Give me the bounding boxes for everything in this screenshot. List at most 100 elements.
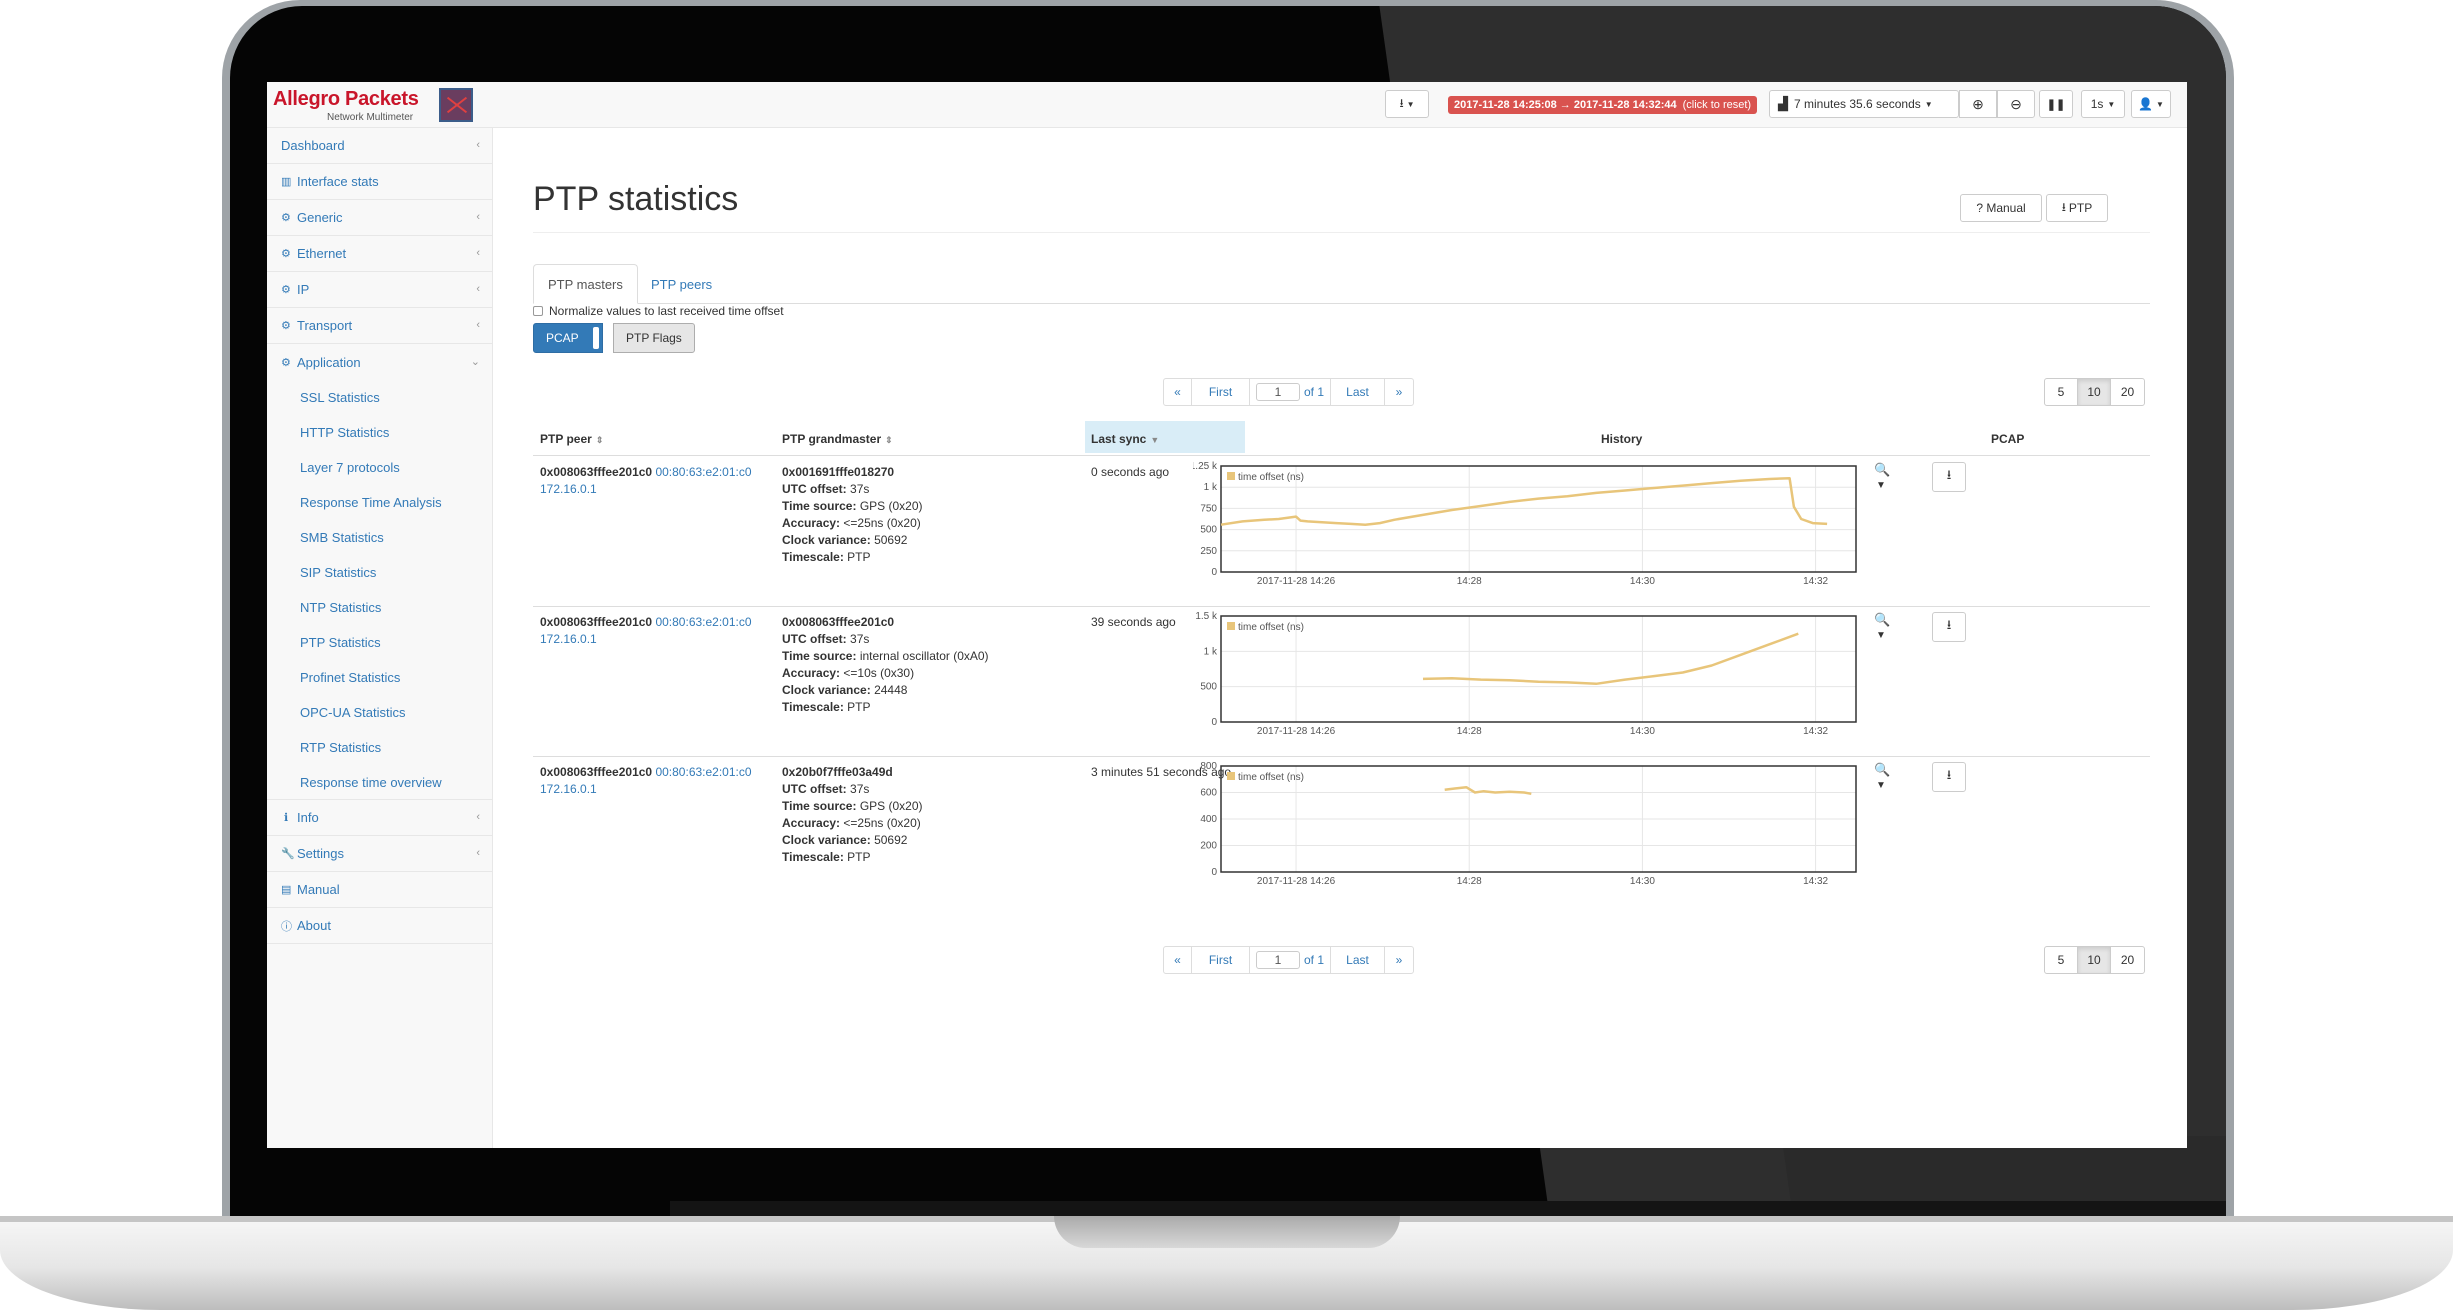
interval-dropdown[interactable]: 1s ▼ [2081, 90, 2125, 118]
sidebar-item-info[interactable]: ℹ Info ‹ [267, 800, 492, 836]
sidebar-item-manual[interactable]: ▤ Manual [267, 872, 492, 908]
ptp-download-button[interactable]: ⭳ PTP [2046, 194, 2108, 222]
peer-mac-link[interactable]: 00:80:63:e2:01:c0 [655, 465, 752, 479]
zoom-out-button[interactable]: ⊖ [1997, 90, 2035, 118]
book-icon: ▤ [281, 884, 292, 896]
manual-button[interactable]: ? Manual [1960, 194, 2042, 222]
utc-offset-label: UTC offset: [782, 782, 847, 796]
tab-ptp-masters[interactable]: PTP masters [533, 264, 638, 304]
sidebar-item-application[interactable]: ⚙ Application ⌄ [267, 344, 492, 380]
peer-ip-link[interactable]: 172.16.0.1 [540, 632, 597, 646]
sidebar-subitem-ssl-statistics[interactable]: SSL Statistics [300, 390, 380, 405]
sidebar-subitem-sip-statistics[interactable]: SIP Statistics [300, 565, 377, 580]
sidebar-subitem-ntp-statistics[interactable]: NTP Statistics [300, 600, 382, 615]
pager-first[interactable]: First [1192, 947, 1250, 973]
utc-offset-value: 37s [850, 782, 870, 796]
caret-down-icon: ▼ [2107, 99, 2116, 109]
peer-ip-link[interactable]: 172.16.0.1 [540, 782, 597, 796]
page-size-10[interactable]: 10 [2078, 379, 2111, 405]
accuracy-value: <=25ns (0x20) [843, 816, 921, 830]
caret-down-icon[interactable]: ▼ [1876, 480, 1886, 491]
ptp-flags-toggle[interactable]: PTP Flags [613, 323, 695, 353]
sidebar-item-settings[interactable]: 🔧 Settings ‹ [267, 836, 492, 872]
zoom-in-button[interactable]: ⊕ [1959, 90, 1997, 118]
area-chart-icon: ▟ [1778, 96, 1788, 111]
sidebar-subitem-response-time-analysis[interactable]: Response Time Analysis [300, 495, 442, 510]
pager-page-input[interactable]: 1 [1256, 383, 1300, 401]
download-menu-button[interactable]: ⭳ ▼ [1385, 90, 1429, 118]
header-ptp-grandmaster[interactable]: PTP grandmaster ⇕ [782, 432, 893, 446]
sidebar-item-label: Interface stats [297, 174, 379, 189]
bar-chart-icon: ▥ [281, 176, 292, 188]
timescale-label: Timescale: [782, 550, 844, 564]
utc-offset-value: 37s [850, 632, 870, 646]
normalize-option[interactable]: Normalize values to last received time o… [533, 304, 784, 318]
x-tick-label: 2017-11-28 14:26 [1257, 726, 1336, 737]
pager-last[interactable]: Last [1331, 379, 1386, 405]
sidebar-subitem-response-time-overview[interactable]: Response time overview [267, 765, 492, 800]
page-size-20[interactable]: 20 [2120, 953, 2135, 967]
legend-label: time offset (ns) [1238, 472, 1304, 483]
sidebar-subitem-http-statistics[interactable]: HTTP Statistics [300, 425, 390, 440]
sidebar-item-interface-stats[interactable]: ▥ Interface stats [267, 164, 492, 200]
sidebar-item-generic[interactable]: ⚙ Generic ‹ [267, 200, 492, 236]
pager-page-input[interactable]: 1 [1256, 951, 1300, 969]
sidebar-item-label: Generic [297, 210, 343, 225]
tab-ptp-peers[interactable]: PTP peers [651, 276, 713, 292]
header-last-sync[interactable]: Last sync ▼ [1091, 432, 1159, 446]
pcap-download-button[interactable]: ⭳ [1932, 462, 1966, 492]
sidebar-item-ethernet[interactable]: ⚙ Ethernet ‹ [267, 236, 492, 272]
normalize-checkbox[interactable] [533, 306, 543, 316]
peer-mac-link[interactable]: 00:80:63:e2:01:c0 [655, 765, 752, 779]
search-icon[interactable]: 🔍 [1874, 612, 1891, 627]
accuracy-value: <=10s (0x30) [843, 666, 915, 680]
pcap-download-button[interactable]: ⭳ [1932, 612, 1966, 642]
search-icon[interactable]: 🔍 [1874, 762, 1891, 777]
peer-mac-link[interactable]: 00:80:63:e2:01:c0 [655, 615, 752, 629]
sidebar-item-ip[interactable]: ⚙ IP ‹ [267, 272, 492, 308]
header-ptp-peer[interactable]: PTP peer ⇕ [540, 432, 603, 446]
pager-last[interactable]: Last [1331, 947, 1386, 973]
pager-next[interactable]: » [1395, 953, 1403, 967]
sidebar-item-dashboard[interactable]: Dashboard ‹ [267, 128, 492, 164]
page-size-20[interactable]: 20 [2120, 385, 2135, 399]
y-tick-label: 0 [1211, 567, 1217, 578]
pager-next[interactable]: » [1395, 385, 1403, 399]
sidebar-subitem-rtp-statistics[interactable]: RTP Statistics [300, 740, 382, 755]
series-line-time-offset [1444, 785, 1532, 796]
sidebar-subitem-layer7-protocols[interactable]: Layer 7 protocols [300, 460, 400, 475]
legend-label: time offset (ns) [1238, 622, 1304, 633]
page-size-5[interactable]: 5 [2045, 379, 2078, 405]
sidebar-item-about[interactable]: ⓘ About [267, 908, 492, 944]
search-icon[interactable]: 🔍 [1874, 462, 1891, 477]
sidebar-subitem-opc-ua-statistics[interactable]: OPC-UA Statistics [300, 705, 406, 720]
pager-prev[interactable]: « [1164, 379, 1192, 405]
duration-dropdown[interactable]: ▟ 7 minutes 35.6 seconds ▼ [1769, 90, 1959, 118]
pager-prev[interactable]: « [1164, 947, 1192, 973]
caret-down-icon[interactable]: ▼ [1876, 630, 1886, 641]
page-size-10[interactable]: 10 [2078, 947, 2111, 973]
table-row-divider [533, 606, 2150, 607]
grandmaster-id: 0x20b0f7fffe03a49d [782, 765, 893, 779]
time-source-value: GPS (0x20) [859, 499, 923, 513]
clock-variance-label: Clock variance: [782, 833, 871, 847]
chevron-left-icon: ‹ [476, 139, 480, 151]
timescale-value: PTP [847, 550, 871, 564]
legend-swatch [1227, 622, 1235, 630]
pcap-download-button[interactable]: ⭳ [1932, 762, 1966, 792]
sidebar-subitem-profinet-statistics[interactable]: Profinet Statistics [300, 670, 401, 685]
caret-down-icon[interactable]: ▼ [1876, 780, 1886, 791]
x-tick-label: 14:28 [1457, 876, 1482, 887]
user-menu-button[interactable]: 👤 ▼ [2131, 90, 2171, 118]
peer-ip-link[interactable]: 172.16.0.1 [540, 482, 597, 496]
time-range-reset-badge[interactable]: 2017-11-28 14:25:08 → 2017-11-28 14:32:4… [1448, 96, 1758, 114]
sidebar-item-transport[interactable]: ⚙ Transport ‹ [267, 308, 492, 344]
pcap-toggle[interactable]: PCAP [533, 323, 603, 353]
sidebar-subitem-ptp-statistics[interactable]: PTP Statistics [300, 635, 381, 650]
y-tick-label: 500 [1200, 682, 1217, 693]
brand-logo[interactable]: Allegro Packets Network Multimeter [273, 86, 473, 124]
page-size-5[interactable]: 5 [2045, 947, 2078, 973]
sidebar-subitem-smb-statistics[interactable]: SMB Statistics [300, 530, 384, 545]
pager-first[interactable]: First [1192, 379, 1250, 405]
pause-button[interactable]: ❚❚ [2039, 90, 2073, 118]
